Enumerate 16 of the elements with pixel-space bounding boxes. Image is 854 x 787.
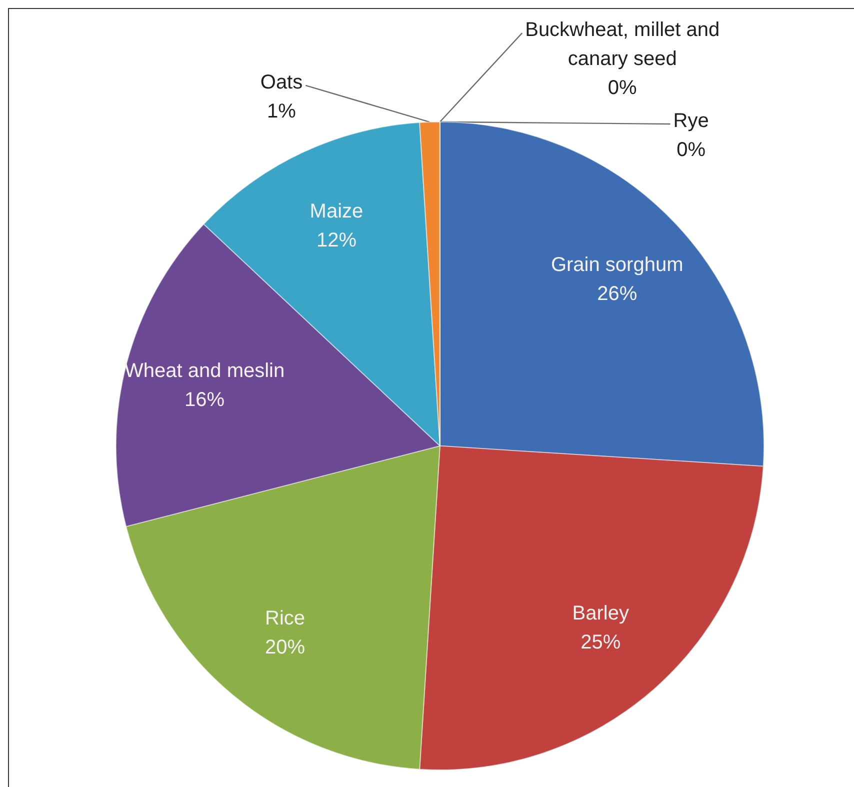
text: 0% xyxy=(676,139,706,162)
slice-label: Wheat and meslin xyxy=(124,360,285,382)
slice-label: Rice xyxy=(265,608,306,630)
data-label: 16% xyxy=(184,388,225,411)
data-label: 1% xyxy=(267,100,296,122)
category-label: Buckwheat, millet and canary seed xyxy=(525,19,720,70)
category-label: Rye xyxy=(673,110,709,132)
data-label: 20% xyxy=(265,636,306,659)
data-label: 12% xyxy=(316,230,357,252)
slice-label: Grain sorghum xyxy=(550,254,684,276)
data-label: 26% xyxy=(597,283,638,306)
data-label: 25% xyxy=(580,632,621,654)
slice-label: Barley xyxy=(572,602,629,625)
slice-label: Oats xyxy=(260,71,303,94)
text: 0% xyxy=(608,77,637,100)
slice-label: Maize xyxy=(310,200,364,223)
